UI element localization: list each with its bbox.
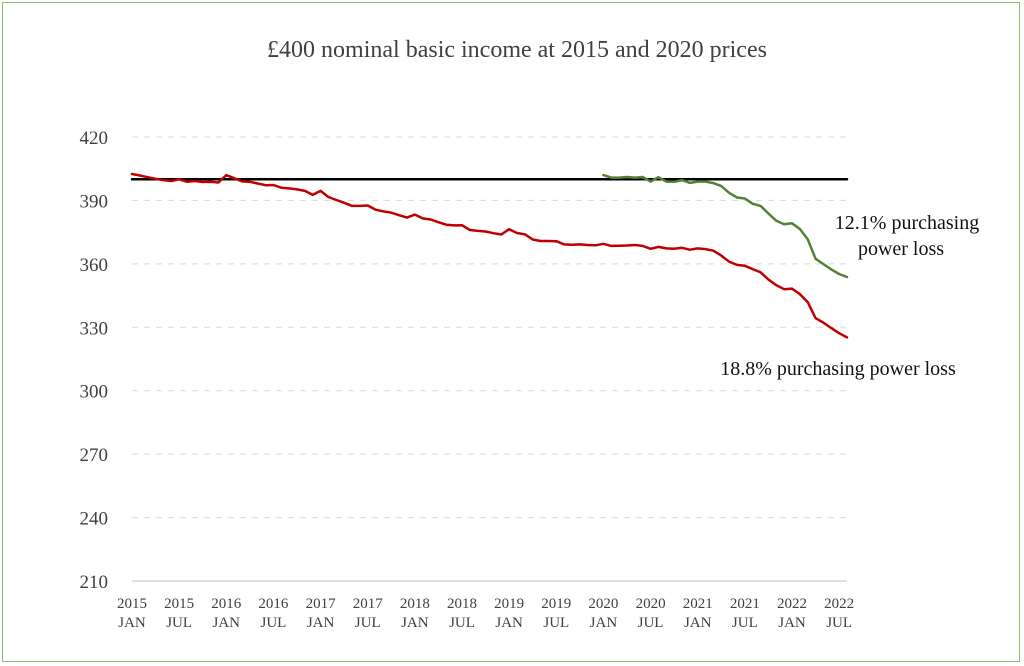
x-tick-year: 2020 xyxy=(588,596,618,612)
x-tick-year: 2017 xyxy=(306,596,337,612)
x-tick-month: JAN xyxy=(307,615,335,631)
x-tick-month: JAN xyxy=(684,615,712,631)
x-tick-year: 2017 xyxy=(353,596,384,612)
x-tick-month: JAN xyxy=(590,615,618,631)
y-tick-label: 210 xyxy=(80,572,109,593)
x-tick-year: 2019 xyxy=(494,596,524,612)
series-line-2020-prices xyxy=(602,173,849,279)
x-tick-month: JUL xyxy=(449,615,475,631)
grid-layer xyxy=(132,136,847,519)
annotation-2020-prices-line1: 12.1% purchasing xyxy=(835,212,979,234)
x-tick-year: 2022 xyxy=(777,596,807,612)
x-tick-year: 2021 xyxy=(730,596,760,612)
y-tick-label: 270 xyxy=(80,445,109,466)
x-tick-month: JUL xyxy=(166,615,192,631)
x-tick-month: JAN xyxy=(495,615,523,631)
series-line-2015-prices xyxy=(130,172,849,339)
x-tick-month: JUL xyxy=(732,615,758,631)
annotation-2020-prices-line2: power loss xyxy=(858,238,944,260)
x-tick-month: JAN xyxy=(213,615,241,631)
x-tick-month: JUL xyxy=(355,615,381,631)
x-tick-year: 2016 xyxy=(211,596,242,612)
x-tick-year: 2015 xyxy=(117,596,147,612)
y-tick-label: 330 xyxy=(80,318,109,339)
annotation-2015-prices: 18.8% purchasing power loss xyxy=(720,358,956,380)
x-tick-year: 2016 xyxy=(258,596,289,612)
x-tick-month: JAN xyxy=(401,615,429,631)
y-tick-label: 420 xyxy=(80,128,109,149)
x-tick-year: 2018 xyxy=(400,596,430,612)
x-tick-year: 2021 xyxy=(683,596,713,612)
x-axis: 2015 JAN 2015 JUL 2016 JAN 2016 JUL 2017 JAN 2017 J… xyxy=(117,580,854,631)
x-tick-year: 2019 xyxy=(541,596,571,612)
x-tick-year: 2015 xyxy=(164,596,194,612)
chart-title: £400 nominal basic income at 2015 and 20… xyxy=(267,37,767,63)
x-tick-year: 2018 xyxy=(447,596,477,612)
x-tick-month: JUL xyxy=(261,615,287,631)
x-tick-month: JAN xyxy=(778,615,806,631)
x-tick-month: JUL xyxy=(543,615,569,631)
y-tick-label: 300 xyxy=(80,382,109,403)
x-tick-month: JUL xyxy=(638,615,664,631)
y-axis: 210 240 270 300 330 360 390 420 xyxy=(80,128,109,593)
y-tick-label: 390 xyxy=(80,191,109,212)
y-tick-label: 240 xyxy=(80,509,109,530)
annotation-layer: 12.1% purchasing power loss 18.8% purcha… xyxy=(720,212,979,380)
series-layer xyxy=(130,172,849,339)
x-tick-year: 2020 xyxy=(636,596,666,612)
x-tick-year: 2022 xyxy=(824,596,854,612)
x-tick-month: JAN xyxy=(118,615,146,631)
x-tick-month: JUL xyxy=(826,615,852,631)
y-tick-label: 360 xyxy=(80,255,109,276)
